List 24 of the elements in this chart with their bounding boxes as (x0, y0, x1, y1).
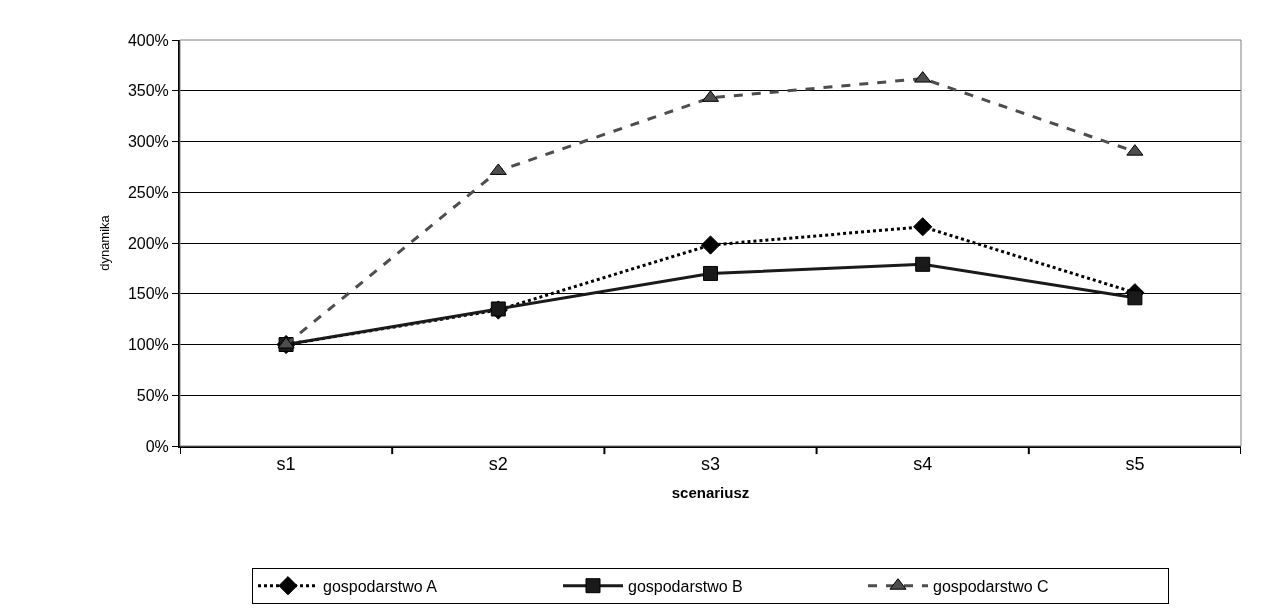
point (915, 256, 931, 272)
x-tick-label: s4 (913, 453, 933, 474)
point (700, 235, 721, 255)
y-tick-label: 150% (127, 285, 169, 303)
point (913, 217, 933, 237)
x-tick-label: s2 (488, 453, 508, 474)
point (1127, 290, 1143, 306)
x-tick-label: s1 (276, 453, 296, 474)
legend-label: gospodarstwo A (323, 577, 438, 595)
y-tick-label: 200% (127, 234, 169, 252)
y-tick-label: 300% (127, 133, 169, 151)
point (703, 265, 718, 281)
y-tick-label: 50% (136, 386, 169, 404)
y-tick-label: 400% (127, 31, 169, 49)
legend-label: gospodarstwo B (628, 577, 743, 595)
y-axis-title: dynamika (97, 214, 113, 271)
legend-label: gospodarstwo C (933, 577, 1049, 595)
y-tick-label: 100% (127, 336, 169, 354)
y-tick-label: 350% (127, 82, 169, 100)
y-tick-label: 250% (127, 183, 169, 201)
y-tick-label: 0% (145, 437, 169, 455)
x-tick-label: s3 (700, 453, 721, 474)
x-tick-label: s5 (1125, 453, 1145, 474)
x-axis-title: scenariusz (671, 484, 750, 502)
